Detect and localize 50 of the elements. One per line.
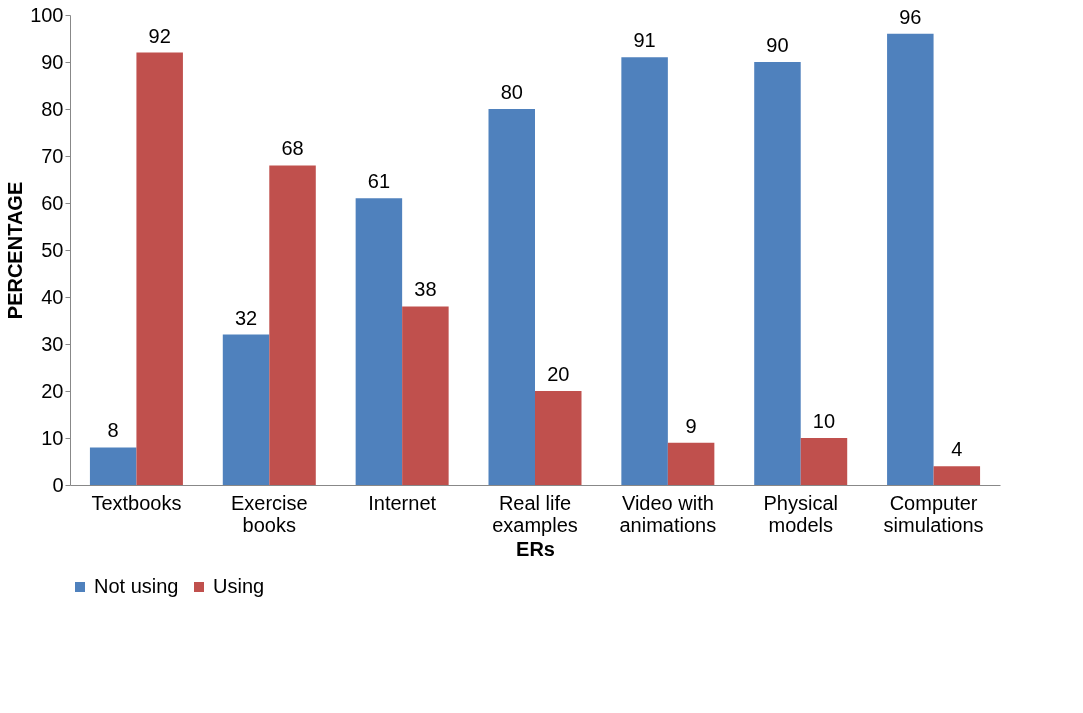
- data-label: 92: [148, 24, 171, 47]
- x-tick-label: Computer simulations: [883, 491, 984, 536]
- y-tick-label: 20: [41, 379, 64, 402]
- data-label: 4: [951, 438, 963, 461]
- x-axis-title: ERs: [516, 537, 555, 560]
- data-label: 32: [234, 306, 258, 329]
- data-label: 80: [500, 81, 523, 103]
- y-tick-label: 0: [52, 473, 64, 496]
- y-tick-label: 70: [41, 144, 64, 167]
- data-label: 90: [766, 34, 789, 56]
- data-label: 10: [812, 410, 836, 432]
- y-axis-title: PERCENTAGE: [4, 181, 27, 320]
- y-tick-label: 100: [30, 3, 64, 26]
- y-tick-label: 30: [41, 332, 64, 355]
- bar: [488, 109, 535, 485]
- y-tick-label: 60: [41, 191, 64, 214]
- bar: [402, 306, 449, 485]
- data-label: 68: [281, 137, 304, 160]
- data-label: 91: [633, 29, 656, 52]
- data-label: 38: [414, 278, 437, 301]
- bar: [89, 447, 137, 485]
- bar: [535, 391, 582, 485]
- y-tick-label: 50: [41, 238, 64, 261]
- x-tick-label: Internet: [368, 491, 437, 514]
- bar: [621, 57, 668, 485]
- bar: [754, 62, 801, 485]
- x-tick-label: Exercise books: [230, 491, 308, 536]
- bar: [933, 466, 981, 485]
- y-tick-label: 90: [41, 50, 64, 73]
- legend-label: Not using: [94, 575, 179, 597]
- x-tick-label: Real life examples: [492, 491, 578, 536]
- legend-label: Using: [213, 575, 265, 597]
- bar: [269, 165, 316, 485]
- bar: [136, 52, 183, 485]
- bar: [667, 442, 715, 485]
- data-label: 61: [367, 170, 391, 193]
- x-tick-label: Textbooks: [91, 491, 182, 514]
- data-label: 20: [547, 363, 570, 385]
- y-tick-label: 80: [41, 97, 64, 120]
- x-tick-label: Physical models: [763, 491, 838, 536]
- data-label: 8: [107, 419, 119, 442]
- data-label: 9: [685, 414, 697, 437]
- bar: [800, 438, 848, 485]
- bar: [355, 198, 403, 485]
- bar: [887, 33, 934, 485]
- bar: [222, 334, 270, 485]
- y-tick-label: 40: [41, 285, 64, 308]
- data-label: 96: [899, 5, 922, 28]
- x-tick-label: Video with animations: [619, 491, 717, 536]
- y-tick-label: 10: [41, 426, 64, 449]
